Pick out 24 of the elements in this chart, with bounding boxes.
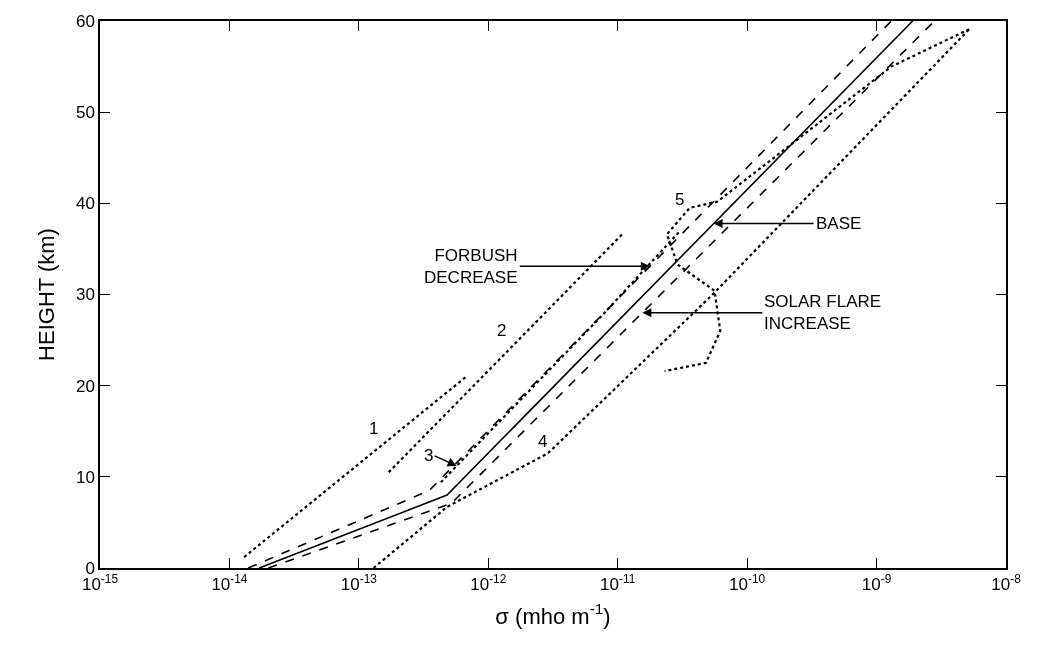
y-axis-title: HEIGHT (km) [34,228,60,361]
x-tick-label: 10$^{-10}$ [729,572,766,595]
x-tick-label: 10$^{-8}$ [991,572,1022,595]
x-tick-label: 10$^{-13}$ [340,572,378,595]
y-tick-label: 40 [75,194,95,214]
series-label: 5 [675,190,685,209]
x-tick-label: 10$^{-14}$ [211,572,248,595]
y-tick-label: 10 [75,467,95,487]
y-tick-label: 0 [85,558,95,578]
x-tick-label: 10$^{-11}$ [600,572,636,595]
series-label: 1 [369,419,379,438]
series-label: 2 [497,321,507,340]
series-label: 4 [538,432,548,451]
y-tick-label: 30 [75,285,95,305]
y-tick-label: 50 [75,103,95,123]
annotation: BASE [816,214,862,233]
x-axis-title: σ (mho m$^{-1}$) [495,600,611,629]
annotation: SOLAR FLARE INCREASE [764,292,882,334]
x-tick-label: 10$^{-9}$ [861,572,892,595]
y-tick-label: 60 [75,11,95,31]
annotation: 3 [424,446,434,465]
annotation: FORBUSH DECREASE [424,246,518,288]
x-tick-label: 10$^{-12}$ [470,572,507,595]
y-tick-label: 20 [75,376,95,396]
